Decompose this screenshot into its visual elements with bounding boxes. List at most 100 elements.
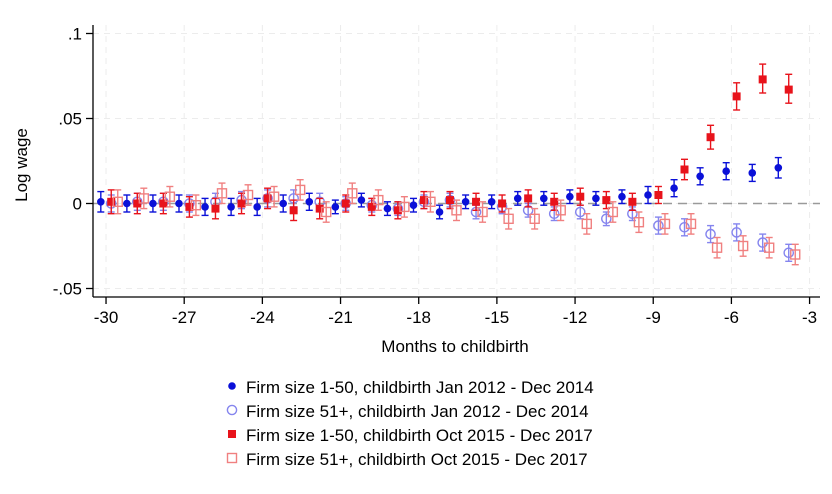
data-point: [529, 213, 540, 225]
data-point: [581, 218, 592, 230]
y-tick-label: 0: [73, 195, 82, 214]
legend-label: Firm size 1-50, childbirth Jan 2012 - De…: [246, 378, 594, 397]
data-point: [242, 189, 254, 201]
x-tick-label: -30: [94, 308, 119, 327]
data-point: [419, 196, 428, 205]
legend-label: Firm size 1-50, childbirth Oct 2015 - De…: [246, 426, 593, 445]
data-point: [315, 204, 324, 213]
data-point: [347, 188, 358, 199]
x-tick-label: -24: [250, 308, 275, 327]
data-point: [633, 216, 645, 228]
legend-marker: [226, 404, 238, 416]
data-point: [425, 196, 436, 208]
data-point: [790, 249, 801, 260]
data-point: [477, 206, 488, 218]
y-axis-title: Log wage: [12, 128, 31, 202]
data-point: [539, 194, 548, 203]
data-point: [737, 240, 749, 252]
data-point: [164, 191, 176, 202]
data-point: [263, 194, 272, 203]
data-point: [190, 199, 202, 211]
data-point: [435, 208, 444, 216]
data-point: [97, 198, 105, 206]
data-point: [524, 194, 533, 203]
data-point: [268, 191, 280, 202]
x-tick-label: -15: [485, 308, 510, 327]
data-point: [201, 203, 209, 211]
data-point: [279, 199, 288, 208]
x-tick-label: -21: [328, 308, 353, 327]
data-point: [763, 242, 775, 253]
data-point: [175, 199, 183, 208]
data-point: [487, 198, 496, 206]
data-point: [237, 199, 246, 208]
series-3: [107, 63, 793, 222]
legend-marker: [228, 382, 236, 390]
data-point: [341, 199, 350, 208]
data-point: [399, 201, 410, 213]
y-tick-label: .05: [58, 110, 82, 129]
data-point: [732, 92, 741, 101]
data-point: [696, 172, 704, 181]
x-tick-label: -6: [724, 308, 739, 327]
legend-marker: [226, 452, 238, 464]
data-point: [550, 197, 559, 206]
series-1: [97, 156, 783, 220]
data-point: [133, 199, 142, 208]
data-point: [112, 196, 123, 208]
data-point: [680, 165, 689, 174]
legend-label: Firm size 51+, childbirth Oct 2015 - Dec…: [246, 450, 588, 469]
data-point: [159, 199, 168, 208]
data-point: [373, 194, 384, 206]
data-point: [149, 199, 157, 208]
data-point: [253, 203, 261, 211]
x-tick-label: -9: [646, 308, 661, 327]
data-point: [711, 242, 723, 253]
data-point: [503, 213, 514, 225]
data-point: [653, 220, 664, 231]
data-point: [748, 169, 757, 177]
data-point: [216, 188, 228, 199]
data-point: [706, 133, 715, 142]
data-point: [602, 196, 611, 205]
y-tick-label: .1: [68, 25, 82, 44]
data-point: [472, 197, 481, 206]
data-point: [679, 221, 690, 233]
data-point: [654, 191, 663, 199]
data-point: [185, 202, 194, 211]
data-point: [628, 197, 637, 206]
data-point: [305, 198, 314, 206]
legend-marker: [228, 430, 236, 438]
data-point: [294, 184, 306, 196]
data-point: [331, 203, 340, 211]
data-point: [445, 196, 454, 205]
data-point: [774, 164, 783, 172]
x-tick-label: -3: [802, 308, 817, 327]
legend-label: Firm size 51+, childbirth Jan 2012 - Dec…: [246, 402, 589, 421]
data-point: [367, 202, 376, 211]
plot-area: [97, 63, 801, 266]
data-point: [607, 206, 619, 218]
data-point: [601, 213, 612, 225]
data-point: [618, 192, 626, 201]
data-point: [659, 218, 671, 230]
data-point: [451, 205, 462, 216]
data-point: [357, 196, 366, 204]
data-point: [498, 199, 507, 208]
data-point: [555, 205, 566, 216]
x-tick-label: -12: [563, 308, 588, 327]
data-point: [731, 227, 742, 238]
data-point: [123, 199, 131, 208]
data-point: [227, 203, 235, 211]
data-point: [644, 191, 652, 199]
data-point: [758, 75, 767, 84]
legend: Firm size 1-50, childbirth Jan 2012 - De…: [226, 378, 594, 469]
x-axis-title: Months to childbirth: [381, 337, 528, 356]
data-point: [107, 197, 116, 206]
data-point: [566, 192, 574, 201]
data-point: [670, 184, 678, 192]
data-point: [685, 218, 697, 230]
data-point: [576, 192, 585, 201]
